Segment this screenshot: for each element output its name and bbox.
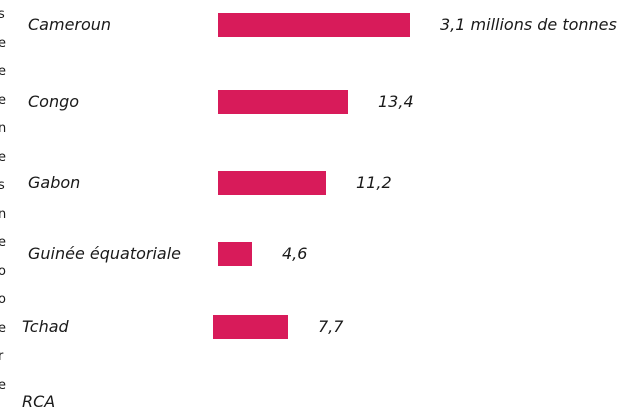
category-label: Cameroun: [28, 15, 112, 34]
edge-text-fragment: o: [0, 263, 6, 279]
edge-text-fragment: r: [0, 349, 4, 364]
category-label: Tchad: [22, 317, 69, 336]
edge-text-fragment: e: [0, 235, 6, 250]
value-label: 13,4: [378, 92, 414, 111]
edge-text-fragment: e: [0, 377, 6, 393]
category-label: Congo: [28, 92, 80, 111]
edge-text-fragment: n: [0, 121, 7, 136]
edge-text-fragment: n: [0, 206, 7, 222]
category-label: Gabon: [28, 173, 81, 192]
bar: [218, 242, 252, 266]
category-label: RCA: [22, 392, 56, 411]
edge-text-fragment: o: [0, 292, 6, 307]
bar: [218, 171, 326, 195]
category-label: Guinée équatoriale: [28, 244, 182, 263]
value-label: 3,1 millions de tonnes: [440, 15, 617, 34]
value-label: 11,2: [356, 173, 392, 192]
bar: [218, 13, 410, 37]
edge-text-fragment: s: [0, 178, 5, 193]
value-label: 7,7: [318, 317, 344, 336]
value-label: 4,6: [282, 244, 308, 263]
bar: [213, 315, 288, 339]
edge-text-fragment: e: [0, 320, 6, 336]
edge-text-fragment: e: [0, 92, 6, 108]
bar: [218, 90, 348, 114]
edge-text-fragment: e: [0, 64, 6, 79]
edge-text-fragment: s: [0, 7, 5, 22]
edge-text-fragment: e: [0, 35, 6, 51]
edge-text-fragment: e: [0, 149, 6, 165]
